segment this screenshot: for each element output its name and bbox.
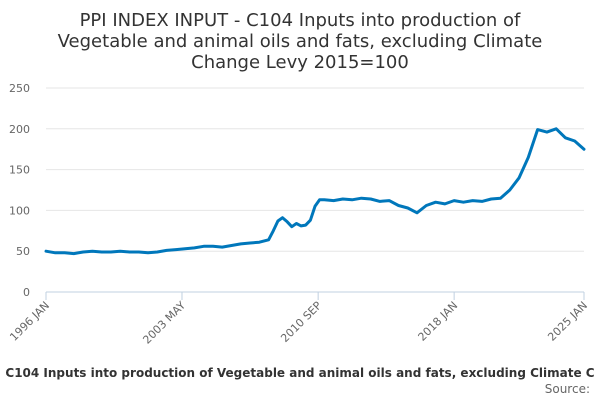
y-tick-label: 0 [23,286,30,299]
x-tick-label: 2010 SEP [278,299,324,345]
x-tick-label: 2018 JAN [416,299,461,344]
x-axis-title: C104 Inputs into production of Vegetable… [5,366,594,380]
chart-title-line-3: Change Levy 2015=100 [191,52,409,73]
chart-title-line-2: Vegetable and animal oils and fats, excl… [58,31,543,52]
y-tick-label: 100 [9,204,30,217]
x-tick-label: 1996 JAN [7,299,52,344]
x-tick-label: 2025 JAN [545,299,590,344]
gridlines [46,87,584,252]
y-tick-label: 150 [9,164,30,177]
source-label: Source: [545,382,590,396]
series-line [44,127,586,256]
y-tick-label: 200 [9,123,30,136]
x-axis: 1996 JAN 2003 MAY 2010 SEP 2018 JAN 2025 JAN [7,292,590,347]
x-tick-label: 2003 MAY [140,299,188,347]
y-tick-label: 50 [16,245,30,258]
y-axis: 0 50 100 150 200 250 [9,82,30,299]
y-tick-label: 250 [9,82,30,95]
chart-title-line-1: PPI INDEX INPUT - C104 Inputs into produ… [80,10,521,31]
